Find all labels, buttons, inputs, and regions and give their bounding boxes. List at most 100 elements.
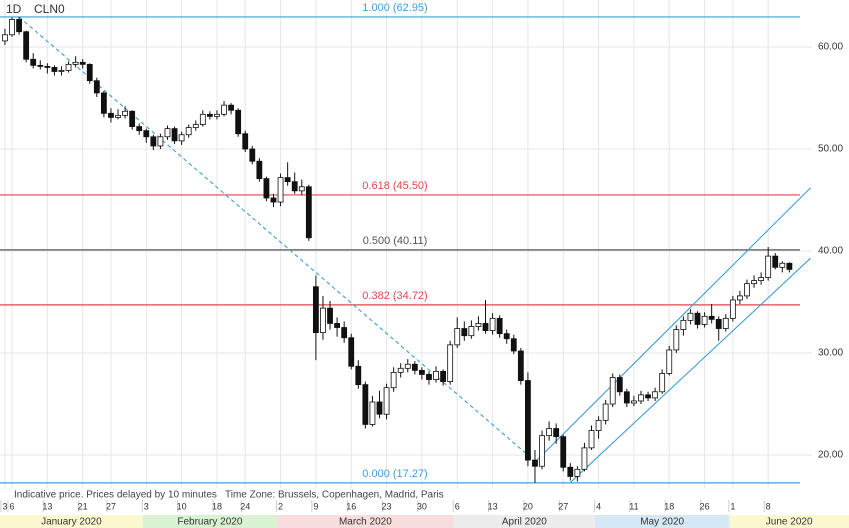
month-band: January 2020 February 2020 March 2020 April… bbox=[0, 515, 849, 528]
candle-body bbox=[72, 61, 79, 65]
candle-body bbox=[192, 124, 199, 129]
candle-body bbox=[312, 286, 319, 334]
candle-body bbox=[136, 126, 143, 132]
y-tick-label: 40.00 bbox=[818, 246, 843, 257]
x-tick-label: 2 bbox=[278, 501, 283, 511]
candle-body bbox=[390, 372, 397, 389]
candle-body bbox=[369, 401, 376, 425]
x-tick-label: 27 bbox=[106, 501, 116, 511]
candle-body bbox=[560, 436, 567, 468]
x-tick-label: 3 bbox=[2, 501, 7, 511]
candle-body bbox=[638, 394, 644, 402]
candle-body bbox=[242, 133, 249, 150]
x-tick-label: 13 bbox=[42, 501, 52, 511]
candle-body bbox=[426, 374, 432, 380]
candle-body bbox=[86, 63, 93, 82]
x-tick-label: 20 bbox=[523, 501, 533, 511]
month-cell bbox=[453, 515, 596, 528]
candle-body bbox=[9, 19, 15, 36]
month-cell bbox=[277, 515, 454, 528]
candle-body bbox=[44, 66, 51, 68]
candle-body bbox=[51, 67, 58, 72]
x-tick-label: 26 bbox=[700, 501, 710, 511]
candle-body bbox=[383, 387, 390, 415]
candle-body bbox=[616, 377, 623, 393]
x-tick-label: 9 bbox=[313, 501, 318, 511]
candle-body bbox=[546, 428, 553, 437]
candle-body bbox=[779, 262, 786, 268]
candle-body bbox=[206, 113, 213, 117]
candle-body bbox=[157, 136, 164, 147]
candle-body bbox=[143, 130, 150, 138]
x-tick-label: 3 bbox=[144, 501, 149, 511]
x-tick-label: 18 bbox=[664, 501, 674, 511]
fib-label: 0.382 (34.72) bbox=[362, 290, 427, 302]
fib-label: 1.000 (62.95) bbox=[362, 2, 427, 14]
candle-body bbox=[772, 255, 779, 268]
x-tick-label: 21 bbox=[78, 501, 88, 511]
candle-body bbox=[256, 160, 263, 180]
month-cell bbox=[142, 515, 278, 528]
candle-body bbox=[595, 419, 602, 431]
x-tick-label: 27 bbox=[558, 501, 568, 511]
x-tick-label: 30 bbox=[417, 501, 427, 511]
x-tick-label: 16 bbox=[346, 501, 356, 511]
candle-body bbox=[100, 92, 107, 114]
candle-body bbox=[722, 317, 729, 329]
candle-body bbox=[129, 110, 136, 127]
candle-body bbox=[588, 430, 595, 449]
candle-body bbox=[214, 113, 220, 117]
candle-body bbox=[496, 317, 503, 335]
candle-body bbox=[58, 70, 65, 72]
month-label: April 2020 bbox=[502, 517, 547, 528]
candle-body bbox=[341, 327, 348, 339]
y-tick-label: 20.00 bbox=[818, 450, 843, 461]
candle-body bbox=[758, 277, 765, 282]
x-tick-label: 11 bbox=[629, 501, 638, 511]
timeframe: 1D bbox=[6, 2, 22, 16]
candle-body bbox=[108, 112, 114, 118]
y-tick-label: 30.00 bbox=[818, 348, 843, 359]
candle-body bbox=[645, 394, 651, 399]
fib-levels: 1.000 (62.95) 0.618 (45.50) 0.500 (40.11) 0… bbox=[0, 2, 800, 484]
candle-body bbox=[221, 104, 227, 115]
candle-body bbox=[694, 312, 701, 325]
candle-body bbox=[122, 110, 128, 116]
x-tick-label: 6 bbox=[10, 501, 15, 511]
candle-body bbox=[150, 136, 157, 147]
x-tick-label: 18 bbox=[212, 501, 222, 511]
candle-body bbox=[199, 113, 206, 125]
candle-body bbox=[751, 280, 757, 285]
candle-body bbox=[185, 127, 192, 136]
candle-body bbox=[786, 262, 793, 270]
candle-body bbox=[687, 312, 694, 321]
candle-body bbox=[553, 428, 560, 438]
candle-body bbox=[433, 370, 439, 380]
candle-body bbox=[510, 338, 517, 352]
candle-body bbox=[729, 299, 736, 319]
candle-body bbox=[171, 128, 178, 142]
candle-body bbox=[475, 323, 482, 327]
x-tick-label: 23 bbox=[382, 501, 392, 511]
candle-body bbox=[2, 34, 8, 42]
candle-body bbox=[744, 283, 750, 297]
candle-body bbox=[348, 337, 355, 367]
candle-body bbox=[16, 19, 22, 33]
candle-body bbox=[517, 350, 524, 381]
grid bbox=[0, 0, 812, 488]
candle-body bbox=[411, 363, 418, 371]
footer-note: Indicative price. Prices delayed by 10 m… bbox=[14, 490, 444, 501]
candle-body bbox=[164, 128, 171, 138]
candle-body bbox=[23, 31, 30, 60]
candle-body bbox=[482, 323, 489, 331]
candle-body bbox=[277, 177, 284, 203]
candle-body bbox=[539, 435, 545, 467]
candle-body bbox=[609, 377, 616, 405]
candle-body bbox=[249, 148, 256, 162]
candle-body bbox=[631, 400, 637, 404]
y-tick-label: 50.00 bbox=[818, 144, 843, 155]
candle-body bbox=[715, 318, 722, 329]
trend-line bbox=[534, 187, 811, 463]
candle-body bbox=[461, 328, 468, 337]
